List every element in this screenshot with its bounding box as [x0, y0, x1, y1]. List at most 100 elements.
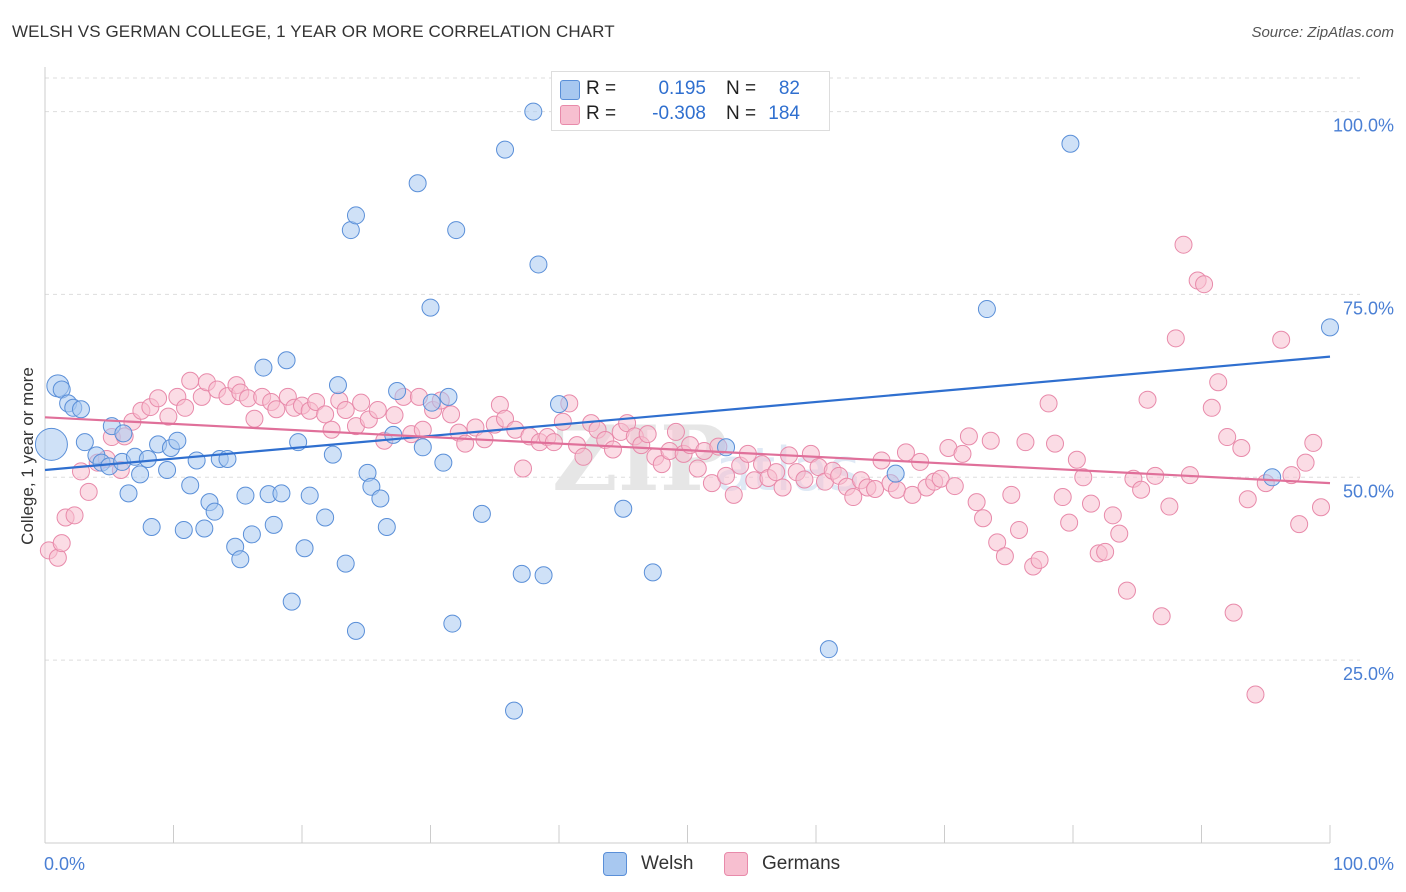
welsh-point: [168, 431, 187, 450]
germans-point: [1224, 603, 1243, 622]
welsh-point: [336, 554, 355, 573]
welsh-point: [174, 520, 193, 539]
welsh-point: [377, 518, 396, 537]
y-tick-label: 25.0%: [1343, 664, 1394, 684]
welsh-point: [472, 504, 491, 523]
welsh-point: [422, 393, 441, 412]
germans-point: [844, 488, 863, 507]
germans-point: [245, 409, 264, 428]
welsh-point: [114, 424, 133, 443]
welsh-point: [371, 489, 390, 508]
welsh-point: [205, 502, 224, 521]
germans-point: [1067, 450, 1086, 469]
welsh-point: [524, 102, 543, 121]
x-tick-label-max: 100.0%: [1333, 854, 1394, 874]
welsh-point: [434, 453, 453, 472]
welsh-point: [346, 206, 365, 225]
welsh-point: [316, 508, 335, 527]
welsh-point: [181, 476, 200, 495]
germans-r-label: R =: [586, 103, 617, 124]
germans-point: [666, 422, 685, 441]
germans-point: [1246, 685, 1265, 704]
legend-swatch-welsh: [603, 852, 627, 876]
welsh-point: [277, 351, 296, 370]
germans-point: [1002, 485, 1021, 504]
welsh-points: [34, 102, 1339, 720]
germans-point: [1272, 330, 1291, 349]
welsh-point: [408, 174, 427, 193]
germans-point: [1096, 542, 1115, 561]
germans-point: [959, 427, 978, 446]
germans-point: [149, 389, 168, 408]
germans-point: [442, 405, 461, 424]
y-tick-label: 100.0%: [1333, 116, 1394, 136]
welsh-n-value: 82: [778, 78, 800, 99]
germans-point: [652, 455, 671, 474]
germans-n-value: 184: [768, 103, 800, 124]
germans-point: [931, 469, 950, 488]
germans-point: [159, 407, 178, 426]
legend: Welsh Germans: [0, 852, 1406, 878]
germans-point: [1010, 520, 1029, 539]
germans-point: [801, 444, 820, 463]
source-label: Source: ZipAtlas.com: [1251, 24, 1394, 41]
germans-point: [1195, 275, 1214, 294]
chart-title: WELSH VS GERMAN COLLEGE, 1 YEAR OR MORE …: [12, 22, 615, 41]
germans-point: [1074, 468, 1093, 487]
welsh-point: [614, 499, 633, 518]
germans-trend-line: [44, 416, 1331, 485]
germans-point: [385, 406, 404, 425]
stats-box: R = 0.195 N = 82 R = -0.308 N = 184: [551, 71, 830, 131]
welsh-point: [282, 592, 301, 611]
germans-point: [1160, 497, 1179, 516]
welsh-point: [264, 515, 283, 534]
germans-point: [717, 466, 736, 485]
germans-point: [603, 440, 622, 459]
germans-point: [1296, 453, 1315, 472]
germans-point: [1046, 434, 1065, 453]
germans-point: [181, 371, 200, 390]
germans-swatch: [560, 105, 580, 125]
welsh-point: [819, 640, 838, 659]
welsh-r-label: R =: [586, 78, 617, 99]
germans-point: [688, 459, 707, 478]
welsh-point: [886, 464, 905, 483]
welsh-point: [643, 563, 662, 582]
germans-point: [1103, 506, 1122, 525]
legend-item-welsh[interactable]: Welsh: [603, 852, 693, 876]
welsh-point: [231, 550, 250, 569]
germans-point: [1282, 466, 1301, 485]
welsh-point: [439, 387, 458, 406]
germans-point: [267, 400, 286, 419]
welsh-point: [158, 460, 177, 479]
germans-point: [1174, 235, 1193, 254]
welsh-point: [34, 427, 68, 461]
germans-point: [1290, 515, 1309, 534]
y-tick-label: 75.0%: [1343, 298, 1394, 318]
germans-point: [307, 392, 326, 411]
germans-point: [887, 480, 906, 499]
y-axis-label: College, 1 year or more: [18, 367, 37, 545]
welsh-point: [346, 621, 365, 640]
welsh-point: [142, 518, 161, 537]
germans-point: [1060, 513, 1079, 532]
welsh-point: [242, 525, 261, 544]
germans-point: [866, 479, 885, 498]
germans-point: [368, 400, 387, 419]
welsh-point: [1061, 134, 1080, 153]
germans-point: [981, 431, 1000, 450]
welsh-point: [236, 486, 255, 505]
legend-item-germans[interactable]: Germans: [724, 852, 840, 876]
welsh-point: [195, 519, 214, 538]
welsh-point: [71, 400, 90, 419]
germans-point: [903, 485, 922, 504]
germans-point: [1146, 466, 1165, 485]
welsh-point: [421, 298, 440, 317]
germans-point: [1166, 329, 1185, 348]
germans-point: [945, 477, 964, 496]
legend-label-germans: Germans: [762, 853, 841, 874]
germans-point: [767, 463, 786, 482]
germans-point: [795, 470, 814, 489]
welsh-point: [443, 614, 462, 633]
